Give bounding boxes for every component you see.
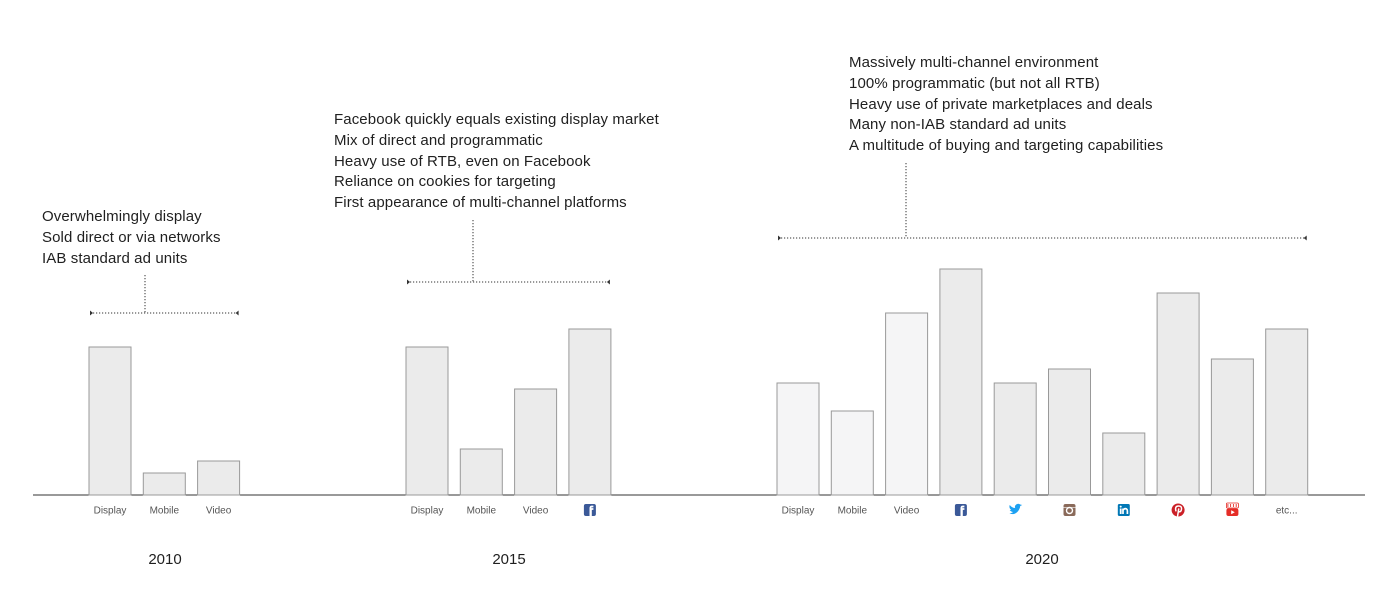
annotation-line: Heavy use of RTB, even on Facebook xyxy=(334,152,591,170)
annotation-line: Reliance on cookies for targeting xyxy=(334,173,556,191)
chart-group-2010: Display Mobile Video 2010 xyxy=(88,275,241,568)
annotation-line: Mix of direct and programmatic xyxy=(334,131,543,149)
annotation-line: Massively multi-channel environment xyxy=(849,54,1099,71)
x-tick-label: Display xyxy=(411,506,444,517)
bar xyxy=(197,460,241,496)
x-tick-label: Display xyxy=(94,506,127,517)
year-label: 2020 xyxy=(1025,551,1058,568)
bar xyxy=(885,312,929,496)
bar xyxy=(939,268,983,496)
bar xyxy=(1156,292,1200,496)
bar xyxy=(1102,432,1146,496)
youtube-icon xyxy=(1226,502,1239,516)
bracket-end-right xyxy=(606,279,610,285)
bar xyxy=(568,328,612,496)
annotation-list-2015: Facebook quickly equals existing display… xyxy=(334,110,659,214)
bar xyxy=(1210,358,1254,496)
chart-group-2015: Display Mobile Video 2015 xyxy=(405,220,612,568)
annotation-list-2010: Overwhelmingly display Sold direct or vi… xyxy=(42,207,221,269)
annotation-line: IAB standard ad units xyxy=(42,249,188,267)
annotation-line: Overwhelmingly display xyxy=(42,208,202,225)
x-tick-label: Video xyxy=(523,506,549,517)
x-tick-label: etc... xyxy=(1276,506,1298,517)
linkedin-icon xyxy=(1117,504,1130,516)
bar xyxy=(514,388,558,496)
bar xyxy=(88,346,132,496)
x-tick-label: Video xyxy=(894,506,920,517)
bar xyxy=(1265,328,1309,496)
bar xyxy=(1048,368,1091,496)
annotation-line: Facebook quickly equals existing display… xyxy=(334,111,659,128)
bracket-end-right xyxy=(1303,235,1307,241)
annotation-line: Sold direct or via networks xyxy=(42,228,221,246)
bar xyxy=(459,448,503,496)
annotation-line: A multitude of buying and targeting capa… xyxy=(849,137,1164,155)
bar xyxy=(405,346,449,496)
x-tick-label: Display xyxy=(782,506,815,517)
x-tick-label: Video xyxy=(206,506,232,517)
x-tick-label: Mobile xyxy=(150,506,180,517)
annotation-line: 100% programmatic (but not all RTB) xyxy=(849,74,1100,92)
annotation-line: First appearance of multi-channel platfo… xyxy=(334,194,627,212)
bar xyxy=(776,382,820,496)
bar xyxy=(142,472,186,496)
annotation-line: Heavy use of private marketplaces and de… xyxy=(849,95,1153,113)
annotation-line: Many non-IAB standard ad units xyxy=(849,116,1067,134)
year-label: 2010 xyxy=(148,551,181,568)
bracket-end-left xyxy=(407,279,410,285)
x-tick-label: Mobile xyxy=(467,506,497,517)
bar xyxy=(993,382,1037,496)
bracket-end-left xyxy=(778,235,781,241)
year-label: 2015 xyxy=(492,551,525,568)
facebook-icon xyxy=(954,504,967,516)
bar xyxy=(830,410,874,496)
annotation-list-2020: Massively multi-channel environment 100%… xyxy=(849,53,1163,157)
twitter-icon xyxy=(1009,503,1023,515)
x-tick-label: Mobile xyxy=(838,506,868,517)
facebook-icon xyxy=(583,504,596,516)
chart-group-2020: Display Mobile Video etc... 2020 xyxy=(776,163,1309,568)
bracket-end-left xyxy=(90,310,93,316)
instagram-icon xyxy=(1063,504,1076,516)
bracket-end-right xyxy=(235,310,239,316)
pinterest-icon xyxy=(1171,503,1185,517)
